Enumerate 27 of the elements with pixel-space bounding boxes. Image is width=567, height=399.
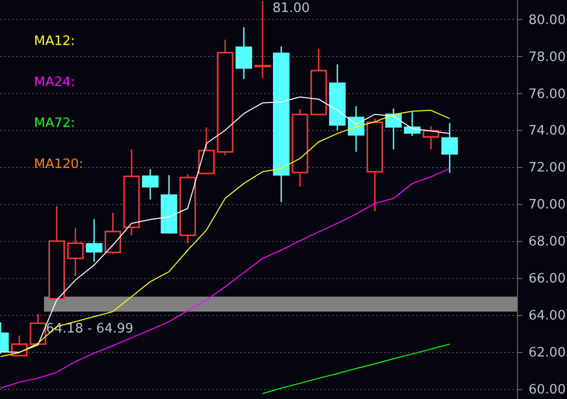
text: MA12: (34, 34, 76, 49)
y-tick-label: 66.00 (528, 272, 566, 287)
legend-label: MA120: (34, 157, 84, 172)
annotation: 81.00 (272, 1, 310, 16)
y-tick-label: 72.00 (528, 160, 566, 176)
y-tick-label: 80.00 (528, 12, 566, 28)
y-tick-label: 68.00 (528, 234, 566, 250)
y-tick-label: 60.00 (528, 382, 566, 398)
y-tick-label: 70.00 (528, 198, 566, 213)
candlestick (67, 227, 84, 277)
line-series (262, 344, 450, 394)
y-tick-label: 76.00 (528, 86, 566, 102)
text: MA24: (34, 75, 76, 90)
candlestick (198, 126, 215, 176)
candlestick (86, 218, 102, 262)
text: MA72: (34, 116, 76, 131)
candlestick (142, 168, 158, 200)
candlestick (404, 111, 420, 137)
y-tick-label: 64.00 (528, 308, 566, 324)
y-tick-label: 62.00 (528, 345, 566, 360)
candlestick (30, 313, 46, 346)
candlestick (236, 26, 252, 80)
candlestick (441, 122, 458, 174)
line-series (0, 168, 450, 389)
y-tick-label: 78.00 (528, 50, 566, 65)
candlestick (104, 212, 122, 255)
y-tick-label: 74.00 (528, 124, 566, 139)
